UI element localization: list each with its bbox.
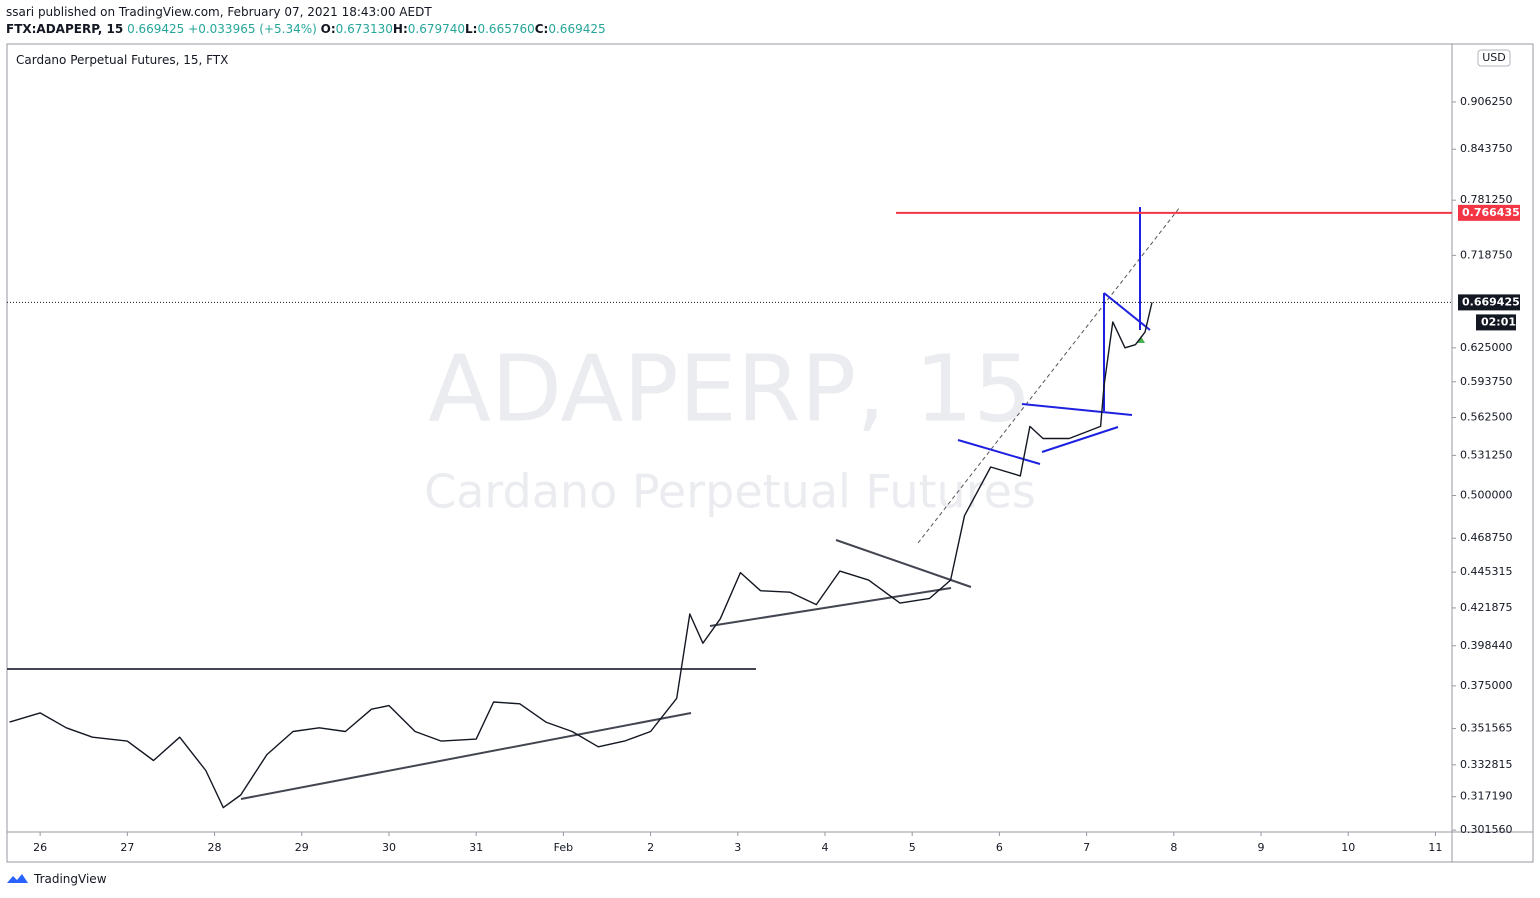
y-tick-label: 0.906250 xyxy=(1460,95,1513,108)
y-tick-label: 0.562500 xyxy=(1460,411,1513,424)
trendline xyxy=(1103,292,1151,331)
x-tick-label: Feb xyxy=(554,841,573,854)
ohlc-key: H: xyxy=(392,22,408,36)
ohlc-value: 0.665760 xyxy=(477,22,535,36)
price-label: 0.669425 xyxy=(1462,295,1520,308)
currency: USD xyxy=(1482,51,1506,64)
brand: TradingView xyxy=(34,872,107,886)
ohlc-value: 0.669425 xyxy=(548,22,606,36)
y-tick-label: 0.351565 xyxy=(1460,722,1513,735)
y-tick-label: 0.421875 xyxy=(1460,601,1513,614)
x-tick-label: 6 xyxy=(996,841,1003,854)
signal-arrow xyxy=(1137,336,1145,343)
x-tick-label: 28 xyxy=(208,841,222,854)
trendline xyxy=(1041,426,1119,453)
price-label: 0.766435 xyxy=(1462,206,1520,219)
y-tick-label: 0.625000 xyxy=(1460,341,1513,354)
footer: TradingView xyxy=(6,872,107,886)
x-tick-label: 8 xyxy=(1170,841,1177,854)
x-tick-label: 2 xyxy=(647,841,654,854)
publisher: ssari published on TradingView.com, Febr… xyxy=(6,5,432,19)
y-tick-label: 0.398440 xyxy=(1460,639,1513,652)
y-tick-label: 0.375000 xyxy=(1460,679,1513,692)
x-tick-label: 9 xyxy=(1258,841,1265,854)
price-label-box xyxy=(1458,204,1520,221)
ohlc-value: 0.679740 xyxy=(407,22,466,36)
price-line xyxy=(9,302,1153,809)
logo xyxy=(7,874,28,883)
ohlc-key: O: xyxy=(320,22,336,36)
trendline xyxy=(1021,403,1133,416)
x-tick-label: 30 xyxy=(382,841,396,854)
ohlc: O:0.673130H:0.679740L:0.665760C:0.669425 xyxy=(321,22,606,36)
legend: Cardano Perpetual Futures, 15, FTX xyxy=(16,53,229,67)
drawings xyxy=(7,206,1181,809)
symbol: FTX:ADAPERP, 15 xyxy=(6,22,124,36)
ohlc-value: 0.673130 xyxy=(335,22,393,36)
x-tick-label: 4 xyxy=(821,841,828,854)
y-tick-label: 0.317190 xyxy=(1460,790,1513,803)
y-tick-label: 0.301560 xyxy=(1460,823,1513,836)
ohlc-key: C: xyxy=(534,22,549,36)
currency-badge xyxy=(1477,49,1511,67)
trendline xyxy=(709,587,952,627)
x-tick-label: 31 xyxy=(469,841,483,854)
watermark-name: Cardano Perpetual Futures xyxy=(424,465,1036,519)
x-tick-label: 3 xyxy=(734,841,741,854)
x-tick-label: 27 xyxy=(120,841,134,854)
x-tick-label: 29 xyxy=(295,841,309,854)
y-tick-label: 0.843750 xyxy=(1460,142,1513,155)
y-tick-label: 0.531250 xyxy=(1460,448,1513,461)
y-tick-label: 0.468750 xyxy=(1460,531,1513,544)
y-tick-label: 0.332815 xyxy=(1460,758,1513,771)
y-tick-label: 0.500000 xyxy=(1460,489,1513,502)
dashed-trendline xyxy=(917,206,1181,544)
frame xyxy=(6,43,1534,863)
x-tick-label: 5 xyxy=(909,841,916,854)
countdown-box xyxy=(1476,314,1516,331)
y-tick-label: 0.593750 xyxy=(1460,375,1513,388)
trendline xyxy=(957,439,1041,465)
price-label-box xyxy=(1458,294,1520,311)
countdown: 02:01 xyxy=(1481,315,1516,328)
x-tick-label: 10 xyxy=(1341,841,1355,854)
trendline xyxy=(240,712,692,800)
y-tick-label: 0.445315 xyxy=(1460,565,1513,578)
x-tick-label: 26 xyxy=(33,841,47,854)
last-price: 0.669425 xyxy=(127,22,185,36)
ohlc-key: L: xyxy=(465,22,478,36)
change: +0.033965 (+5.34%) xyxy=(188,22,317,36)
x-tick-label: 11 xyxy=(1428,841,1442,854)
y-tick-label: 0.781250 xyxy=(1460,193,1513,206)
watermark-symbol: ADAPERP, 15 xyxy=(428,335,1032,442)
x-tick-label: 7 xyxy=(1083,841,1090,854)
y-tick-label: 0.718750 xyxy=(1460,248,1513,261)
symbol-line: FTX:ADAPERP, 15 0.669425 +0.033965 (+5.3… xyxy=(6,22,606,36)
trendline xyxy=(835,539,972,588)
